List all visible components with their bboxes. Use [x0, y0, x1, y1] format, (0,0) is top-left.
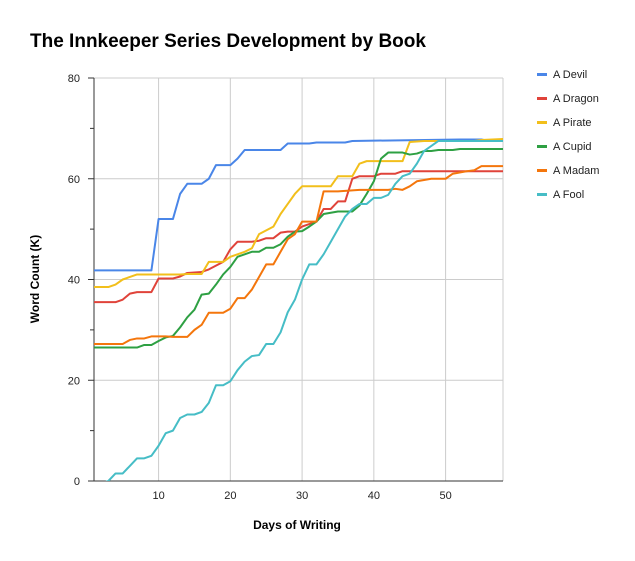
y-axis-label: Word Count (K) [28, 235, 42, 323]
y-axis-ticks: 0 20 40 60 80 [68, 73, 94, 488]
x-tick-label: 20 [224, 490, 236, 502]
y-tick-label: 0 [74, 476, 80, 488]
x-axis-ticks: 10 20 30 40 50 [152, 490, 451, 502]
y-tick-label: 40 [68, 275, 80, 287]
series-line-5 [105, 139, 503, 481]
legend: A Devil A Dragon A Pirate A Cupid A Madam A F… [537, 69, 599, 201]
legend-entry-label: A Devil [553, 69, 587, 81]
legend-entry-label: A Fool [553, 189, 584, 201]
x-tick-label: 30 [296, 490, 308, 502]
legend-swatch [537, 169, 547, 172]
x-tick-label: 40 [368, 490, 380, 502]
legend-entry-label: A Madam [553, 165, 599, 177]
legend-swatch [537, 73, 547, 76]
series-line-1 [94, 170, 503, 304]
x-axis-label: Days of Writing [253, 518, 341, 532]
legend-swatch [537, 121, 547, 124]
y-tick-label: 80 [68, 73, 80, 85]
legend-entry-label: A Pirate [553, 117, 592, 129]
gridlines [94, 77, 504, 481]
legend-swatch [537, 145, 547, 148]
series-line-0 [94, 138, 490, 272]
legend-entry-label: A Dragon [553, 93, 599, 105]
legend-entry-label: A Cupid [553, 141, 592, 153]
chart-title: The Innkeeper Series Development by Book [30, 31, 426, 52]
y-tick-label: 20 [68, 375, 80, 387]
legend-swatch [537, 193, 547, 196]
series-lines [94, 137, 503, 481]
legend-swatch [537, 97, 547, 100]
x-tick-label: 10 [152, 490, 164, 502]
y-tick-label: 60 [68, 174, 80, 186]
series-line-2 [94, 137, 503, 289]
x-tick-label: 50 [439, 490, 451, 502]
series-line-4 [94, 165, 503, 345]
series-line-3 [94, 148, 503, 349]
